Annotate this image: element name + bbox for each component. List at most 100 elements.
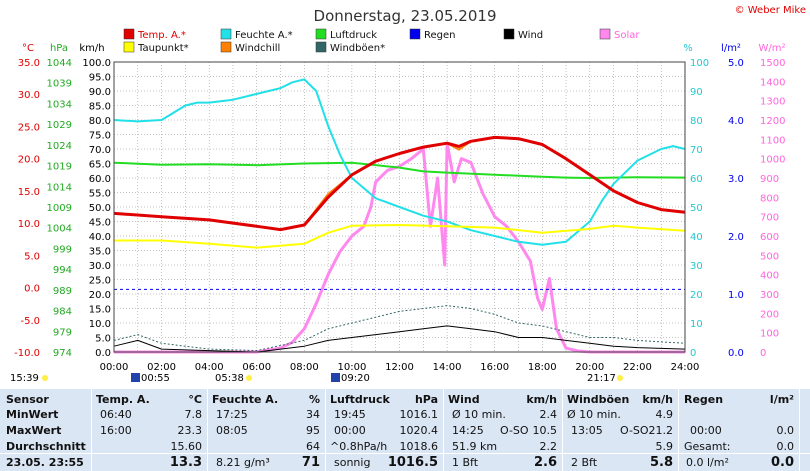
tick-solar-0: 1500 <box>760 58 785 69</box>
wind-r3-val: 2.2 <box>539 440 558 453</box>
legend: Temp. A.* Feuchte A.* Luftdruck Regen Wind So… <box>123 28 640 54</box>
tick-rain-0: 5.0 <box>728 58 744 69</box>
tick-rain-5: 0.0 <box>728 348 744 359</box>
legend-swatch-2 <box>315 28 327 40</box>
moon-icon-2 <box>331 373 340 382</box>
gust-r4-val: 5.8 <box>649 455 673 470</box>
tick-wind-0: 100.0 <box>82 58 111 69</box>
lbl-current: 23.05. 23:55 <box>6 456 84 469</box>
tick-x-11: 22:00 <box>623 362 652 373</box>
temp-max-time: 16:00 <box>100 424 132 437</box>
hdr-temp: Temp. A. <box>96 393 150 406</box>
tick-temp-7: 0.0 <box>24 284 40 295</box>
wind-r4-val: 2.6 <box>533 455 557 470</box>
tick-pressure-5: 1019 <box>47 162 72 173</box>
hdr-wind-unit: km/h <box>526 393 557 406</box>
press-max: 1020.4 <box>399 424 439 437</box>
tick-rain-2: 3.0 <box>728 174 744 185</box>
tick-pressure-7: 1009 <box>47 203 72 214</box>
tick-humidity-0: 100 <box>690 58 709 69</box>
wind-r3-dist: 51.9 km <box>452 440 498 453</box>
tick-temp-3: 20.0 <box>18 155 40 166</box>
legend-label-2: Luftdruck <box>330 30 377 41</box>
hdr-hum-unit: % <box>308 393 320 406</box>
series-luftdruck <box>113 161 686 179</box>
press-min-time: 19:45 <box>334 408 366 421</box>
legend-label-0: Temp. A.* <box>137 30 186 41</box>
tick-wind-18: 10.0 <box>89 319 111 330</box>
hdr-wind: Wind <box>448 393 480 406</box>
lbl-avg: Durchschnitt <box>6 440 86 453</box>
tick-solar-11: 400 <box>760 271 779 282</box>
tick-x-4: 08:00 <box>290 362 319 373</box>
legend-swatch-3 <box>409 28 421 40</box>
tick-rain-4: 1.0 <box>728 290 744 301</box>
moon-icon <box>131 373 140 382</box>
tick-wind-15: 25.0 <box>89 276 111 287</box>
marker-left-time: 15:39 <box>10 373 39 384</box>
legend-swatch-0 <box>123 28 135 40</box>
hum-current: 71 <box>301 455 320 470</box>
wind-r1-val: 2.4 <box>539 408 558 421</box>
tick-x-8: 16:00 <box>480 362 509 373</box>
series-temp-a- <box>113 135 686 232</box>
tick-wind-4: 80.0 <box>89 116 111 127</box>
tick-solar-14: 100 <box>760 329 779 340</box>
tick-rain-1: 4.0 <box>728 116 744 127</box>
tick-pressure-11: 989 <box>53 286 72 297</box>
temp-min-time: 06:40 <box>100 408 132 421</box>
sunrise-icon <box>246 375 252 381</box>
tick-wind-20: 0.0 <box>95 348 111 359</box>
tick-humidity-9: 10 <box>690 319 703 330</box>
hdr-gust-unit: km/h <box>642 393 673 406</box>
tick-solar-1: 1400 <box>760 77 785 88</box>
tick-pressure-2: 1034 <box>47 99 72 110</box>
tick-pressure-9: 999 <box>53 244 72 255</box>
temp-current: 13.3 <box>169 455 202 470</box>
tick-humidity-4: 60 <box>690 174 703 185</box>
hdr-press-unit: hPa <box>414 393 438 406</box>
hum-max-time: 08:05 <box>216 424 248 437</box>
sunrise-time: 05:38 <box>215 373 244 384</box>
legend-swatch-8 <box>315 41 327 53</box>
tick-wind-8: 60.0 <box>89 174 111 185</box>
tick-x-6: 12:00 <box>385 362 414 373</box>
tick-wind-13: 35.0 <box>89 247 111 258</box>
sun-icon <box>42 375 48 381</box>
solar-unit-label: W/m² <box>758 43 785 54</box>
tick-humidity-1: 90 <box>690 87 703 98</box>
legend-label-5: Solar <box>614 30 640 41</box>
tick-x-1: 02:00 <box>147 362 176 373</box>
data-series <box>113 78 686 354</box>
tick-wind-1: 95.0 <box>89 73 111 84</box>
tick-x-10: 20:00 <box>575 362 604 373</box>
hdr-sensor: Sensor <box>6 393 49 406</box>
tick-pressure-0: 1044 <box>47 58 72 69</box>
series-wind <box>113 325 686 353</box>
series-windb-en- <box>113 305 686 352</box>
tick-solar-7: 800 <box>760 193 779 204</box>
tick-pressure-3: 1029 <box>47 120 72 131</box>
gust-r2-dir: O-SO <box>620 424 649 437</box>
gust-r3-val: 5.9 <box>655 440 674 453</box>
moonset-time: 09:20 <box>341 373 370 384</box>
gust-r1-val: 4.9 <box>655 408 674 421</box>
hdr-rain: Regen <box>684 393 724 406</box>
series-solar <box>114 141 685 354</box>
tick-temp-8: -5.0 <box>20 316 40 327</box>
wind-r1-label: Ø 10 min. <box>452 408 506 421</box>
legend-swatch-1 <box>220 28 232 40</box>
tick-solar-9: 600 <box>760 232 779 243</box>
tick-solar-10: 500 <box>760 251 779 262</box>
temp-max: 23.3 <box>177 424 203 437</box>
wind-r2-time: 14:25 <box>452 424 484 437</box>
wind-r4-bft: 1 Bft <box>452 456 479 469</box>
legend-label-7: Windchill <box>235 43 280 54</box>
hdr-gust: Windböen <box>567 393 630 406</box>
press-trend: ^0.8hPa/h <box>330 440 388 453</box>
tick-solar-6: 900 <box>760 174 779 185</box>
tick-pressure-14: 974 <box>53 348 72 359</box>
tick-x-3: 06:00 <box>242 362 271 373</box>
humidity-unit-label: % <box>683 43 693 54</box>
tick-solar-8: 700 <box>760 213 779 224</box>
